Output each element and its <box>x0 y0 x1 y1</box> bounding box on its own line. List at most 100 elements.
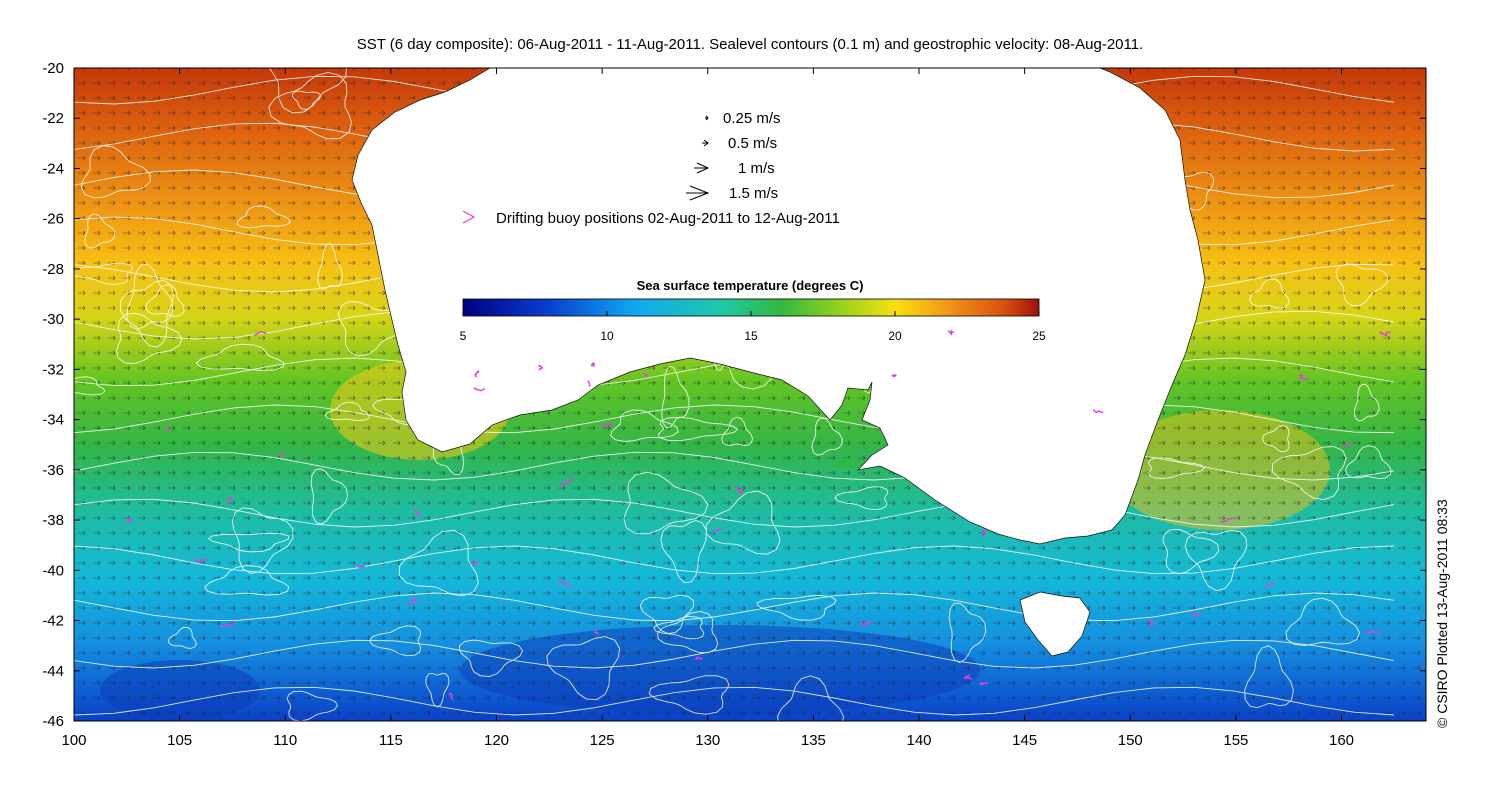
tasmania-land <box>1019 591 1091 657</box>
contour-line <box>648 675 730 715</box>
buoy-track <box>164 426 170 432</box>
contour-line <box>1184 529 1248 592</box>
x-tick-label: 125 <box>590 732 615 749</box>
contour-line <box>236 205 291 229</box>
contour-line <box>1271 446 1347 501</box>
buoy-track <box>225 496 233 503</box>
colorbar-tick-label: 15 <box>744 329 758 343</box>
y-tick-label: -46 <box>42 713 64 730</box>
contour-line <box>231 507 294 574</box>
colorbar-tick-label: 25 <box>1032 329 1046 343</box>
contour-line <box>116 312 183 365</box>
contour-line <box>74 639 1395 669</box>
buoy-track <box>1364 630 1382 635</box>
y-tick-label: -36 <box>42 462 64 479</box>
buoy-track <box>642 372 648 378</box>
contour-line <box>84 213 116 249</box>
contour-line <box>721 416 753 446</box>
buoy-track <box>253 330 267 337</box>
contour-line <box>74 686 1395 716</box>
colorbar-tick-label: 10 <box>600 329 614 343</box>
buoy-track <box>279 452 285 457</box>
contour-line <box>777 675 844 721</box>
buoy-track <box>1264 582 1276 589</box>
vector-key-label: 0.5 m/s <box>728 135 777 152</box>
colorbar-tick-label: 5 <box>460 329 467 343</box>
buoy-track <box>355 562 366 568</box>
contour-line <box>145 284 185 317</box>
buoy-track <box>1147 619 1155 629</box>
buoy-track <box>1092 409 1104 414</box>
buoy-track <box>557 579 572 588</box>
contour-line <box>74 451 1395 481</box>
contour-line <box>119 279 174 348</box>
vector-key-label: 1 m/s <box>738 160 775 177</box>
contour-line <box>317 242 343 290</box>
contour-line <box>660 520 707 584</box>
contour-line <box>310 468 349 525</box>
y-tick-label: -22 <box>42 110 64 127</box>
contour-line <box>1335 263 1389 307</box>
buoy-track <box>412 509 422 517</box>
vector-key-0-5 <box>702 139 709 147</box>
contour-line <box>74 262 134 285</box>
plot-frame <box>73 67 1427 722</box>
buoy-marker-icon <box>462 210 476 224</box>
contour-line <box>639 594 694 634</box>
velocity-legend: 0.25 m/s 0.5 m/s 1 m/s 1.5 m/s Drifting … <box>462 110 840 227</box>
contour-line <box>337 301 406 357</box>
contour-line <box>167 626 197 649</box>
contour-line <box>653 615 705 640</box>
contour-line <box>1345 445 1392 480</box>
y-tick-label: -24 <box>42 160 64 177</box>
contour-line <box>705 490 781 555</box>
buoy-track <box>1298 373 1310 380</box>
contour-line <box>459 639 524 677</box>
buoy-track <box>560 477 575 488</box>
contour-line <box>948 602 987 664</box>
buoy-track <box>590 362 596 368</box>
contour-line <box>195 343 285 372</box>
y-tick-label: -40 <box>42 562 64 579</box>
contour-line <box>756 594 837 621</box>
x-tick-label: 150 <box>1118 732 1143 749</box>
x-tick-label: 105 <box>167 732 192 749</box>
buoy-track <box>1378 330 1391 337</box>
contour-line <box>324 401 370 421</box>
buoy-track <box>193 558 208 563</box>
y-tick-label: -32 <box>42 361 64 378</box>
buoy-track <box>587 380 591 387</box>
buoy-track <box>1192 612 1202 617</box>
x-tick-label: 135 <box>801 732 826 749</box>
contour-line <box>610 409 679 442</box>
contour-line <box>398 529 479 597</box>
drifting-buoy-tracks <box>125 329 1391 701</box>
contour-line <box>834 486 889 511</box>
buoy-track <box>601 422 614 429</box>
buoy-track <box>977 682 988 686</box>
contour-line <box>74 592 1395 622</box>
x-tick-label: 115 <box>379 732 403 749</box>
buoy-track <box>694 656 703 661</box>
buoy-track <box>448 691 454 701</box>
contour-line <box>74 404 1395 434</box>
buoy-track <box>593 630 600 635</box>
contour-line <box>74 376 106 396</box>
buoy-legend-label: Drifting buoy positions 02-Aug-2011 to 1… <box>496 210 840 227</box>
contour-line <box>292 90 322 110</box>
x-tick-label: 120 <box>484 732 509 749</box>
contour-line <box>74 545 1395 575</box>
contour-line <box>1262 425 1290 453</box>
contour-line <box>269 68 347 114</box>
buoy-track <box>125 518 133 524</box>
y-tick-label: -42 <box>42 613 64 630</box>
buoy-track <box>891 374 897 378</box>
vector-key-1 <box>694 162 710 174</box>
contour-line <box>268 72 352 140</box>
y-tick-label: -28 <box>42 261 64 278</box>
x-tick-label: 110 <box>273 732 297 749</box>
y-tick-label: -20 <box>42 60 64 77</box>
contour-line <box>1249 278 1290 309</box>
contour-line <box>657 610 719 654</box>
